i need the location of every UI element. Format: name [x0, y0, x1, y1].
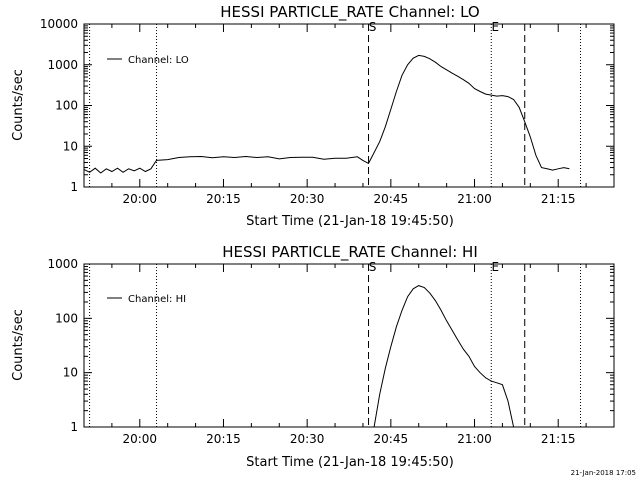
y-tick-label: 10: [63, 139, 78, 153]
x-tick-label: 21:15: [541, 192, 576, 206]
legend-label: Channel: HI: [128, 294, 186, 305]
y-tick-label: 10000: [40, 17, 78, 31]
y-axis-label: Counts/sec: [11, 309, 26, 381]
x-tick-label: 20:30: [290, 432, 325, 446]
x-tick-label: 20:15: [206, 192, 241, 206]
x-tick-label: 20:00: [122, 192, 157, 206]
marker-label: S: [369, 20, 377, 34]
x-axis-label: Start Time (21-Jan-18 19:45:50): [246, 214, 454, 229]
marker-label: E: [491, 260, 499, 274]
x-tick-label: 20:45: [374, 192, 409, 206]
y-axis-label: Counts/sec: [11, 69, 26, 141]
marker-label: E: [491, 20, 499, 34]
marker-label: S: [369, 260, 377, 274]
y-axis-ticks: 1 10 100 1000 10000: [40, 17, 614, 194]
series-line: [84, 54, 570, 174]
y-tick-label: 1: [70, 420, 78, 434]
generation-timestamp: 21-Jan-2018 17:05: [571, 469, 636, 477]
x-tick-label: 21:00: [457, 432, 492, 446]
chart-title: HESSI PARTICLE_RATE Channel: HI: [222, 243, 478, 262]
x-tick-label: 20:45: [374, 432, 409, 446]
series-layer: [373, 285, 515, 427]
series-line: [373, 285, 515, 427]
x-tick-label: 21:15: [541, 432, 576, 446]
y-tick-label: 1000: [47, 58, 78, 72]
x-tick-label: 21:00: [457, 192, 492, 206]
x-axis-ticks: 20:00 20:15 20:30 20:45 21:00 21:15: [83, 24, 615, 206]
x-tick-label: 20:30: [290, 192, 325, 206]
y-tick-label: 100: [55, 311, 78, 325]
y-tick-label: 10: [63, 366, 78, 380]
plot-frame: [83, 263, 615, 428]
x-axis-label: Start Time (21-Jan-18 19:45:50): [246, 455, 454, 470]
y-tick-label: 1000: [47, 257, 78, 271]
y-axis-ticks: 1 10 100 1000: [47, 257, 614, 434]
y-tick-label: 100: [55, 99, 78, 113]
x-tick-label: 20:00: [122, 432, 157, 446]
x-tick-label: 20:15: [206, 432, 241, 446]
y-tick-label: 1: [70, 180, 78, 194]
chart-title: HESSI PARTICLE_RATE Channel: LO: [220, 3, 479, 22]
x-axis-ticks: 20:00 20:15 20:30 20:45 21:00 21:15: [83, 264, 615, 446]
series-layer: [84, 54, 570, 174]
plot-frame: [83, 23, 615, 188]
legend-label: Channel: LO: [128, 55, 189, 66]
